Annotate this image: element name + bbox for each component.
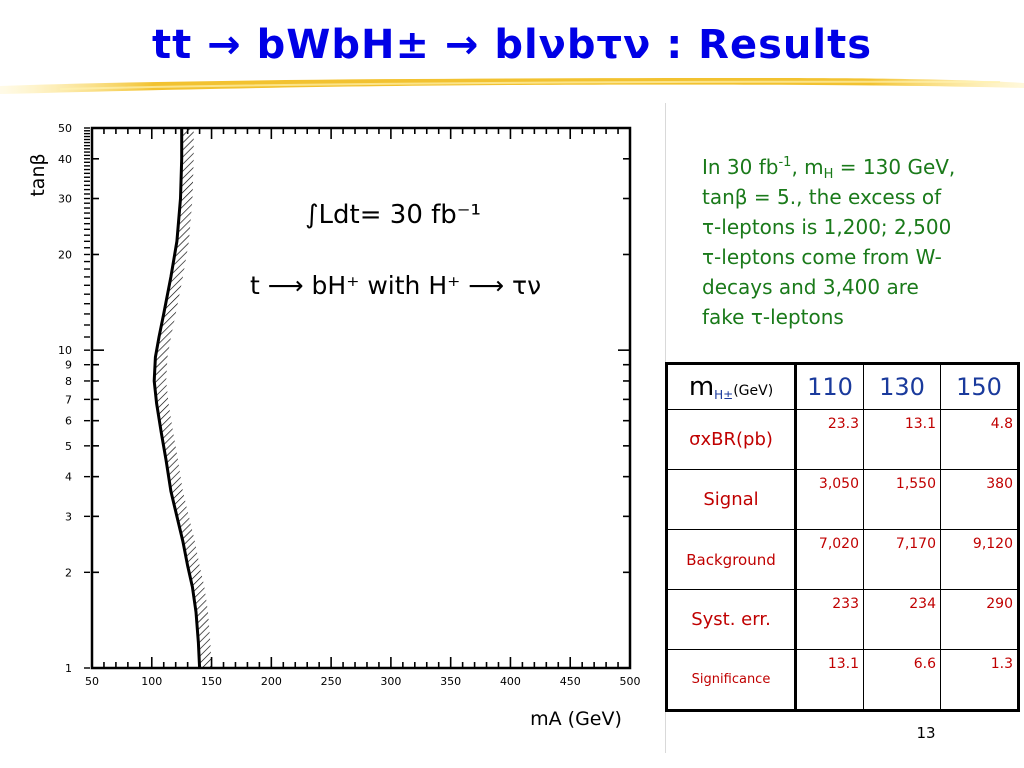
x-tick-label: 100 <box>141 675 162 688</box>
description-line-2: tanβ = 5., the excess of <box>702 185 942 209</box>
y-tick-label: 30 <box>58 193 72 206</box>
description-text: In 30 fb <box>702 155 779 179</box>
row-label: σxBR(pb) <box>665 409 797 470</box>
results-table: mH±(GeV) 110 130 150 σxBR(pb) 23.3 13.1 … <box>665 362 1020 712</box>
x-tick-label: 150 <box>201 675 222 688</box>
description-text: , m <box>791 155 824 179</box>
result-description: In 30 fb-1, mH = 130 GeV, tanβ = 5., the… <box>702 152 1002 332</box>
description-line-4: τ-leptons come from W- <box>702 245 942 269</box>
table-row: σxBR(pb) 23.3 13.1 4.8 <box>665 409 1020 470</box>
row-label: Syst. err. <box>665 589 797 650</box>
description-sub: H <box>823 167 834 182</box>
x-tick-label: 500 <box>620 675 641 688</box>
table-cell: 13.1 <box>795 649 864 712</box>
x-tick-label: 200 <box>261 675 282 688</box>
row-label: Signal <box>665 469 797 530</box>
row-label: Background <box>665 529 797 590</box>
luminosity-annotation: ∫Ldt= 30 fb⁻¹ <box>305 200 481 230</box>
table-row: Background 7,020 7,170 9,120 <box>665 529 1020 590</box>
x-axis-label: mA (GeV) <box>530 708 622 730</box>
exclusion-curve <box>152 128 202 669</box>
y-tick-label: 2 <box>65 566 72 579</box>
table-cell: 233 <box>795 589 864 650</box>
x-tick-label: 50 <box>85 675 99 688</box>
description-line-3: τ-leptons is 1,200; 2,500 <box>702 215 952 239</box>
header-mass-150: 150 <box>940 362 1020 410</box>
table-cell: 1,550 <box>863 469 941 530</box>
plot-edge-line <box>665 103 666 753</box>
table-cell: 1.3 <box>940 649 1020 712</box>
description-line-5: decays and 3,400 are <box>702 275 919 299</box>
exclusion-plot: 50 100 150 200 250 300 350 400 450 500 1 2 3 4 5 6 7 8 9 10… <box>10 103 666 753</box>
x-tick-label: 350 <box>440 675 461 688</box>
y-tick-label: 1 <box>65 662 72 675</box>
y-tick-label: 6 <box>65 415 72 428</box>
table-cell: 7,020 <box>795 529 864 590</box>
header-mass-110: 110 <box>795 362 864 410</box>
y-tick-label: 40 <box>58 153 72 166</box>
table-row: Signal 3,050 1,550 380 <box>665 469 1020 530</box>
y-tick-label: 10 <box>58 344 72 357</box>
y-tick-label: 7 <box>65 393 72 406</box>
header-mass-130: 130 <box>863 362 941 410</box>
x-tick-label: 400 <box>500 675 521 688</box>
exclusion-hatch <box>154 128 212 668</box>
table-cell: 290 <box>940 589 1020 650</box>
table-cell: 234 <box>863 589 941 650</box>
header-mass-sub: H± <box>714 388 734 402</box>
x-tick-label: 300 <box>380 675 401 688</box>
y-tick-label: 8 <box>65 375 72 388</box>
header-mass-symbol: m <box>688 372 715 402</box>
table-row: Significance 13.1 6.6 1.3 <box>665 649 1020 712</box>
page-number: 13 <box>916 724 936 742</box>
table-cell: 7,170 <box>863 529 941 590</box>
table-cell: 6.6 <box>863 649 941 712</box>
table-cell: 380 <box>940 469 1020 530</box>
table-cell: 23.3 <box>795 409 864 470</box>
row-label: Significance <box>665 649 797 712</box>
table-header-row: mH±(GeV) 110 130 150 <box>665 362 1020 410</box>
title-underline <box>0 78 1024 94</box>
header-mass-cell: mH±(GeV) <box>665 362 797 410</box>
description-line-1: In 30 fb-1, mH = 130 GeV, <box>702 152 1002 182</box>
table-cell: 13.1 <box>863 409 941 470</box>
y-tick-label: 5 <box>65 440 72 453</box>
slide-title: tt → bWbH± → blνbτν : Results <box>151 22 873 68</box>
table-row: Syst. err. 233 234 290 <box>665 589 1020 650</box>
y-tick-label: 20 <box>58 248 72 261</box>
description-text: = 130 GeV, <box>833 155 956 179</box>
y-tick-label: 4 <box>65 471 72 484</box>
y-tick-label: 50 <box>58 122 72 135</box>
exclusion-plot-svg: 50 100 150 200 250 300 350 400 450 500 1 2 3 4 5 6 7 8 9 10… <box>27 122 641 730</box>
table-cell: 3,050 <box>795 469 864 530</box>
y-tick-label: 3 <box>65 510 72 523</box>
y-tick-label: 9 <box>65 359 72 372</box>
x-tick-label: 450 <box>560 675 581 688</box>
x-tick-label: 250 <box>321 675 342 688</box>
table-cell: 4.8 <box>940 409 1020 470</box>
process-annotation: t ⟶ bH⁺ with H⁺ ⟶ τν <box>250 271 541 300</box>
y-axis-label: tanβ <box>27 153 49 196</box>
plot-frame <box>90 126 632 670</box>
description-sup: -1 <box>778 155 792 170</box>
table-cell: 9,120 <box>940 529 1020 590</box>
description-line-6: fake τ-leptons <box>702 305 844 329</box>
header-mass-unit: (GeV) <box>733 383 774 399</box>
